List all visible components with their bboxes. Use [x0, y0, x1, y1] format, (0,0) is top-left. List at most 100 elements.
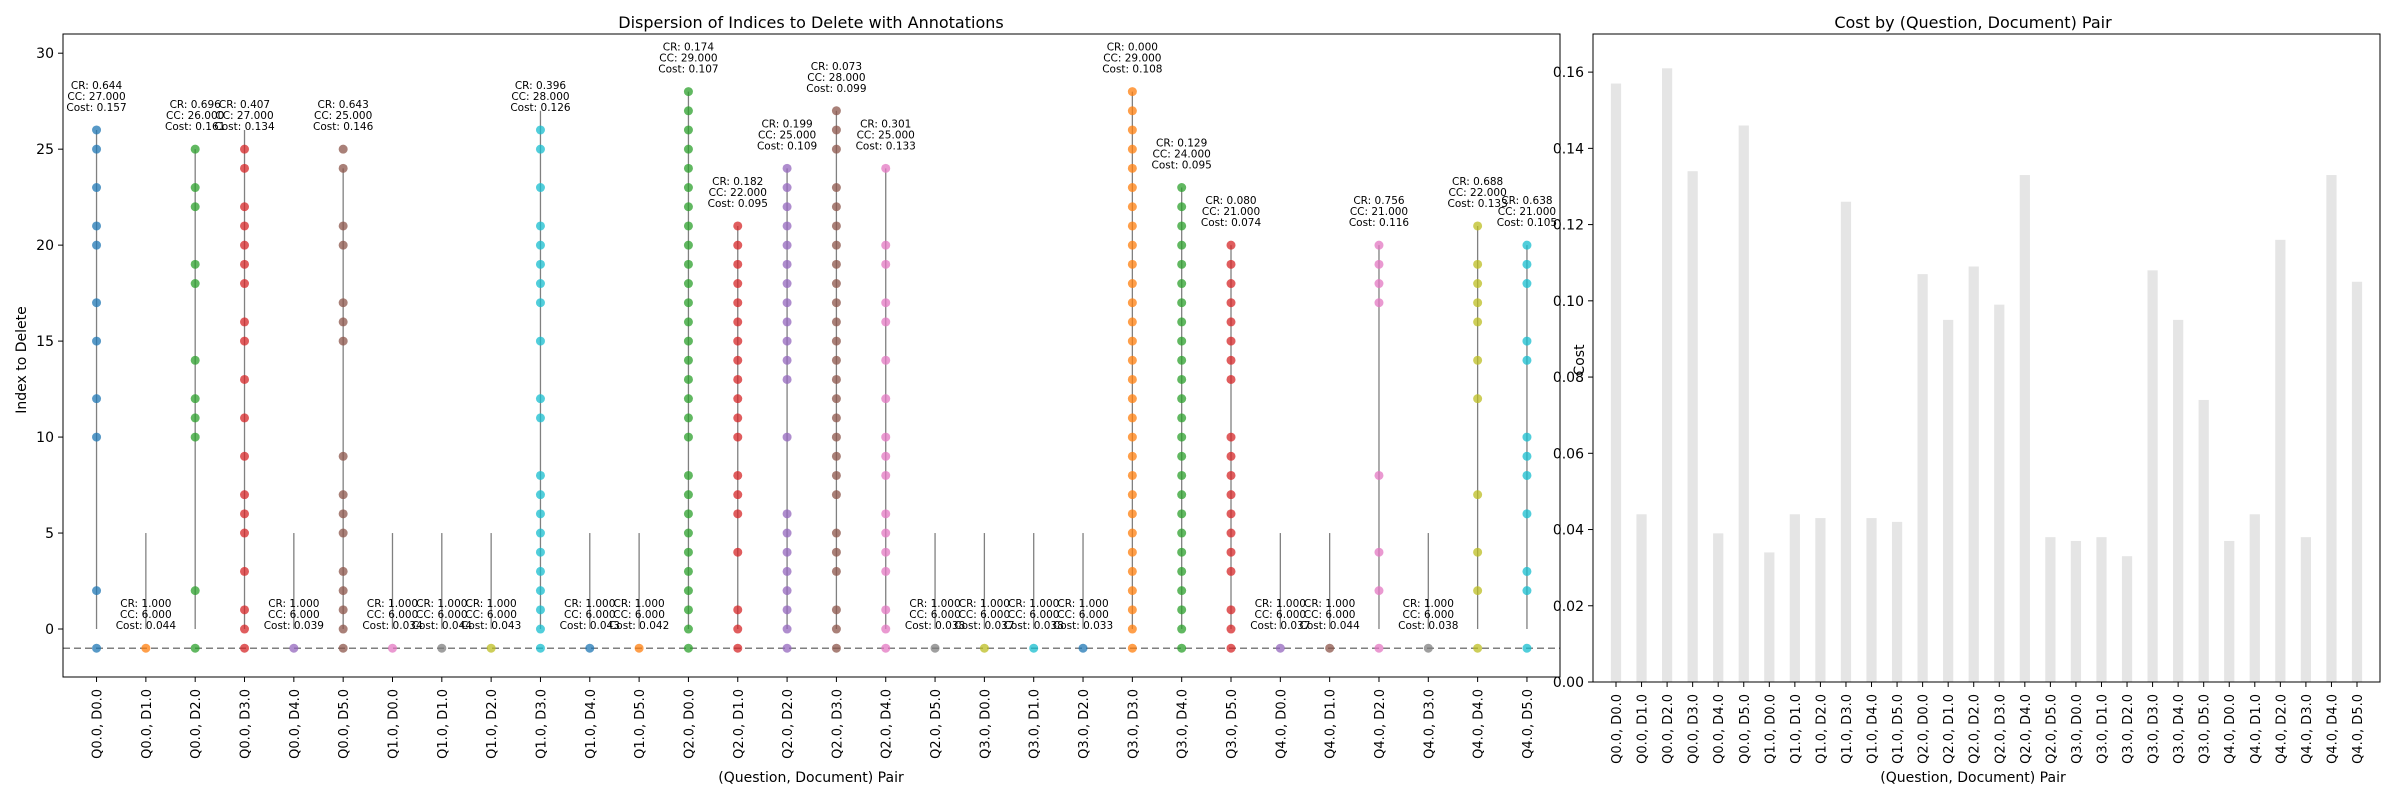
point-annotation: CR: 0.644	[71, 80, 123, 92]
index-point	[1127, 259, 1137, 269]
x-tick-label: Q4.0, D4.0	[1472, 689, 1487, 759]
index-point	[190, 432, 200, 442]
index-point	[1177, 586, 1187, 596]
baseline-point	[1325, 643, 1335, 653]
index-point	[535, 336, 545, 346]
index-point	[1127, 317, 1137, 327]
index-point	[240, 202, 250, 212]
x-tick-label: Q2.0, D1.0	[732, 689, 747, 759]
index-point	[92, 183, 102, 193]
cost-chart-frame	[1592, 33, 2381, 683]
point-annotation: CR: 0.000	[1107, 42, 1158, 54]
index-point	[1522, 336, 1532, 346]
point-annotation: Cost: 0.039	[264, 620, 324, 632]
baseline-point	[1423, 643, 1433, 653]
index-point	[535, 566, 545, 576]
y-tick-label: 0	[45, 622, 54, 638]
index-point	[831, 470, 841, 480]
index-point	[881, 240, 891, 250]
index-point	[831, 394, 841, 404]
index-point	[881, 528, 891, 538]
cost-bar	[1968, 266, 1979, 682]
index-point	[1127, 221, 1137, 231]
x-tick-label: Q3.0, D2.0	[2121, 694, 2136, 764]
point-annotation: CR: 1.000	[416, 598, 467, 610]
index-point	[782, 432, 792, 442]
index-point	[1177, 317, 1187, 327]
point-annotation: CC: 6.000	[909, 609, 961, 621]
dispersion-chart-frame	[62, 33, 1561, 678]
index-point	[1177, 432, 1187, 442]
point-annotation: CR: 1.000	[466, 598, 517, 610]
index-point	[1226, 451, 1236, 461]
point-annotation: CC: 6.000	[120, 609, 172, 621]
point-annotation: CR: 0.174	[663, 42, 715, 54]
point-annotation: CC: 28.000	[511, 91, 569, 103]
x-tick-label: Q1.0, D1.0	[436, 689, 451, 759]
point-annotation: Cost: 0.126	[510, 102, 571, 114]
x-tick-label: Q4.0, D3.0	[2300, 694, 2315, 764]
index-point	[1177, 509, 1187, 519]
cost-bar	[1764, 552, 1775, 682]
index-point	[1522, 470, 1532, 480]
index-point	[733, 374, 743, 384]
index-point	[782, 202, 792, 212]
index-point	[782, 279, 792, 289]
index-point	[1226, 279, 1236, 289]
index-point	[535, 221, 545, 231]
index-point	[881, 317, 891, 327]
index-point	[1127, 374, 1137, 384]
point-annotation: Cost: 0.095	[708, 198, 768, 210]
point-annotation: CC: 22.000	[1448, 187, 1506, 199]
y-tick-label: 0.14	[1553, 141, 1584, 157]
x-tick-label: Q2.0, D2.0	[781, 689, 796, 759]
point-annotation: CR: 1.000	[613, 598, 664, 610]
x-tick-label: Q2.0, D0.0	[682, 689, 697, 759]
index-point	[733, 240, 743, 250]
index-point	[683, 106, 693, 116]
point-annotation: CC: 6.000	[959, 609, 1011, 621]
index-point	[683, 144, 693, 154]
index-point	[1473, 586, 1483, 596]
baseline-point	[1473, 643, 1483, 653]
index-point	[881, 432, 891, 442]
index-point	[782, 586, 792, 596]
index-point	[1127, 470, 1137, 480]
index-point	[1226, 317, 1236, 327]
index-point	[1177, 547, 1187, 557]
index-point	[92, 394, 102, 404]
cost-bar	[1815, 518, 1826, 682]
y-tick-label: 0.06	[1553, 446, 1584, 462]
index-point	[733, 509, 743, 519]
index-point	[338, 298, 348, 308]
index-point	[1226, 509, 1236, 519]
index-point	[683, 624, 693, 634]
cost-bar	[2147, 270, 2158, 682]
index-point	[92, 125, 102, 135]
x-tick-label: Q0.0, D5.0	[337, 689, 352, 759]
index-point	[1226, 298, 1236, 308]
index-point	[782, 605, 792, 615]
y-tick-label: 0.12	[1553, 218, 1584, 234]
index-point	[831, 432, 841, 442]
index-point	[782, 317, 792, 327]
index-point	[92, 336, 102, 346]
point-annotation: Cost: 0.038	[1004, 620, 1064, 632]
index-point	[240, 374, 250, 384]
baseline-point	[930, 643, 940, 653]
index-point	[92, 298, 102, 308]
index-point	[733, 221, 743, 231]
point-annotation: CC: 24.000	[1153, 149, 1211, 161]
index-point	[1177, 240, 1187, 250]
y-tick-label: 0.08	[1553, 370, 1584, 386]
index-point	[1226, 470, 1236, 480]
index-point	[1127, 528, 1137, 538]
index-point	[683, 298, 693, 308]
index-point	[1226, 259, 1236, 269]
point-annotation: Cost: 0.116	[1349, 217, 1410, 229]
index-point	[1226, 374, 1236, 384]
baseline-point	[1177, 643, 1187, 653]
index-point	[338, 624, 348, 634]
index-point	[683, 547, 693, 557]
